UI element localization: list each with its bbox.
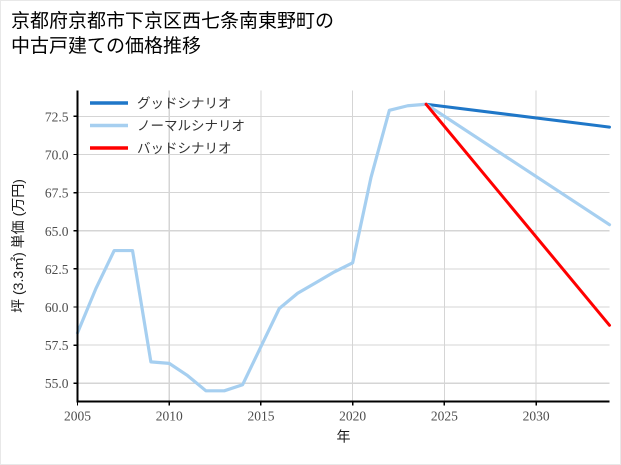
vertical-gridlines	[76, 90, 537, 402]
y-tick-label: 57.5	[45, 338, 69, 353]
x-axis-title: 年	[337, 429, 351, 445]
y-tick-label: 65.0	[45, 224, 69, 239]
axis-spines	[76, 90, 610, 403]
axis-tickmarks	[73, 115, 537, 406]
y-tick-label: 62.5	[45, 262, 69, 277]
series-line-2	[75, 102, 612, 393]
page-title: 京都府京都市下京区西七条南東野町の 中古戸建ての価格推移	[11, 11, 335, 58]
x-tick-label: 2025	[431, 409, 458, 424]
series-line-1	[424, 102, 611, 129]
y-tick-label: 70.0	[45, 148, 69, 163]
series-line-3	[424, 102, 611, 327]
x-axis-tick-labels: 2005 2010 2015 2020 2025 2030	[64, 409, 550, 424]
series-lines	[75, 102, 612, 393]
x-tick-label: 2005	[64, 409, 91, 424]
y-axis-title: 坪 (3.3㎡) 単価 (万円)	[10, 179, 26, 313]
legend-label-1: グッドシナリオ	[137, 96, 232, 111]
x-tick-label: 2020	[339, 409, 366, 424]
y-tick-label: 72.5	[45, 109, 69, 124]
x-tick-label: 2015	[247, 409, 274, 424]
x-tick-label: 2030	[523, 409, 550, 424]
y-axis-tick-labels: 55.0 57.5 60.0 62.5 65.0 67.5 70.0 72.5	[45, 109, 69, 391]
x-tick-label: 2010	[156, 409, 183, 424]
y-tick-label: 67.5	[45, 186, 69, 201]
legend-label-2: ノーマルシナリオ	[137, 119, 245, 134]
y-tick-label: 55.0	[45, 376, 69, 391]
y-tick-label: 60.0	[45, 300, 69, 315]
legend-label-3: バッドシナリオ	[137, 141, 232, 156]
horizontal-gridlines	[77, 115, 610, 384]
